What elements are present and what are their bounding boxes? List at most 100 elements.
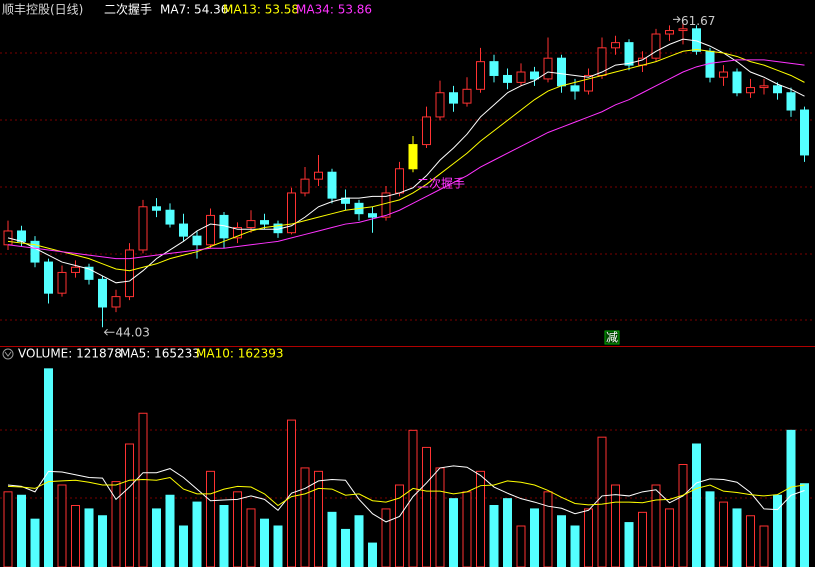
volume-bar [786,429,796,567]
candle-body [597,47,607,76]
volume-bar [260,518,269,567]
volume-bar [111,481,121,567]
low-label: 44.03 [116,326,150,340]
volume-bar [665,508,674,567]
candle-body [746,87,755,94]
volume-bar [746,515,755,567]
legend-entry: MA10: 162393 [196,347,284,361]
legend-entry: MA34: 53.86 [296,3,372,17]
volume-bar [125,443,134,567]
volume-bar [314,470,323,567]
volume-bar [543,491,553,567]
volume-bar [233,491,242,567]
legend-entry: MA13: 53.58 [223,3,299,17]
ma-line [7,59,805,260]
volume-bar [408,429,418,567]
candle-body [732,71,742,94]
candle-body [651,33,661,59]
volume-bar [206,470,215,567]
candle-body [678,28,688,32]
settings-icon-arrow [4,351,12,357]
volume-bar [678,464,688,567]
candle-body [152,206,161,211]
ma-line [7,49,805,272]
volume-bar [759,525,769,567]
volume-bar [611,484,620,567]
candle-body [287,192,296,234]
reduce-label: 减 [606,331,618,345]
candle-body [570,85,580,92]
volume-bar [57,484,67,567]
candle-body [98,278,107,308]
volume-bar [395,484,404,567]
volume-bar [273,525,283,567]
candle-body [503,74,512,83]
volume-bar [84,508,94,567]
volume-bars [3,368,809,567]
candle-body [206,214,215,246]
low-arrow [103,328,115,336]
candle-body [44,261,53,294]
price-grid [0,52,815,499]
volume-bar [570,525,580,567]
volume-bar [638,511,647,567]
legend-entry: MA7: 54.36 [160,3,228,17]
volume-bar [44,368,53,567]
candle-body [408,144,418,170]
volume-bar [462,491,472,567]
signal-label: 二次握手 [417,176,465,191]
volume-label: VOLUME: 121878 [18,347,122,361]
legend-entry: MA5: 165233 [120,347,200,361]
volume-bar [435,467,445,567]
candle-body [368,213,377,218]
volume-bar [138,412,148,567]
volume-bar [368,542,377,567]
volume-bar [557,515,566,567]
candle-body [557,57,566,87]
candle-body [435,92,445,118]
candle-body [584,74,593,92]
indicator-name: 二次握手 [104,2,152,17]
candle-body [30,240,40,263]
candle-body [260,220,269,225]
volume-bar [381,508,391,567]
candle-body [314,171,323,180]
volume-bar [3,491,13,567]
candle-body [327,171,337,199]
candle-body [759,85,769,89]
volume-bar [152,508,161,567]
settings-icon[interactable] [2,348,14,360]
volume-bar [773,494,782,567]
candle-body [233,227,242,239]
high-arrow [673,16,681,23]
volume-bar [489,505,499,567]
volume-bar [422,446,431,567]
candle-body [57,271,67,294]
high-label: 61.67 [681,14,715,28]
volume-bar [597,436,607,567]
volume-bar [327,511,337,567]
candle-body [516,71,526,83]
candle-body [300,178,310,194]
candle-body [381,192,391,218]
candle-body [111,296,121,308]
volume-bar [516,525,526,567]
volume-bar [246,508,256,567]
candle-body [665,30,674,35]
candle-body [543,57,553,80]
volume-bar [476,470,485,567]
candle-body [462,88,472,104]
candle-body [692,28,701,52]
volume-bar [17,494,26,567]
ma-line [7,38,805,284]
reduce-box [604,330,620,345]
candle-body [800,109,809,156]
candle-body [624,42,634,66]
candle-body [165,209,175,225]
candle-body [138,206,148,251]
volume-bar [341,528,350,567]
volume-bar [584,508,593,567]
volume-bar [354,515,364,567]
candle-body [786,92,796,111]
candle-body [71,266,80,273]
